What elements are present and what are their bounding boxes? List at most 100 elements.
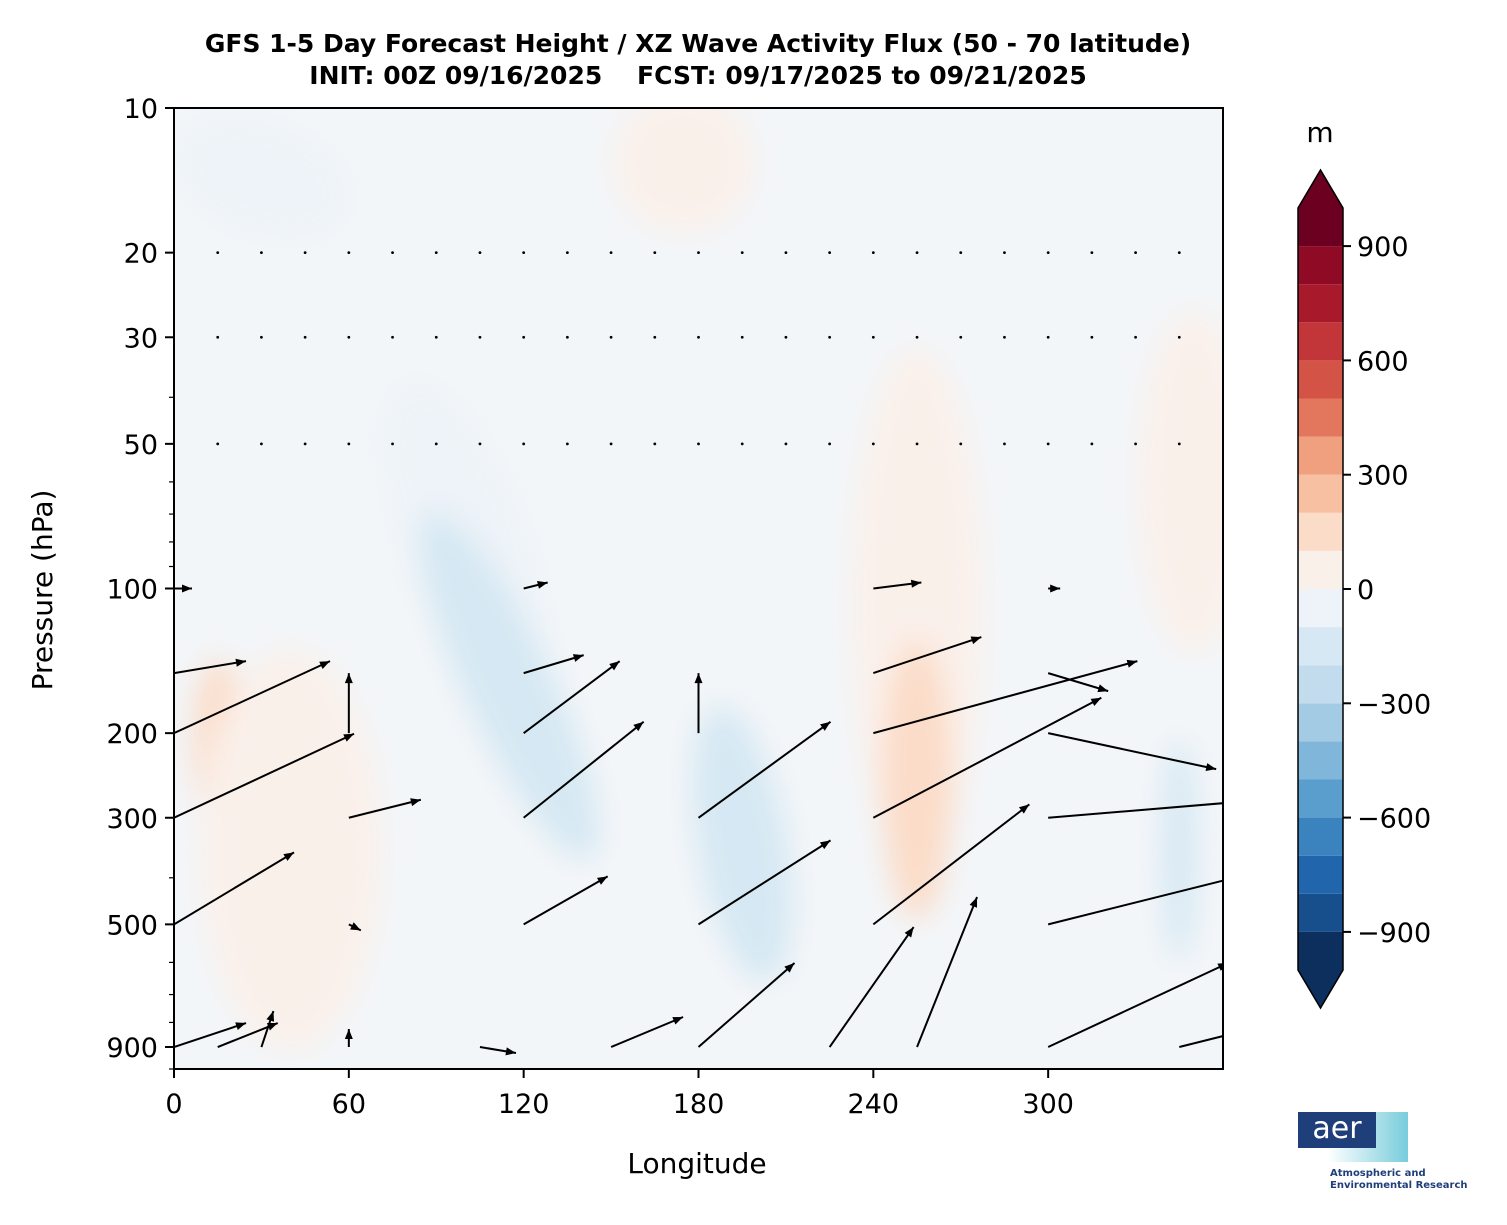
y-tick-label: 20 [124, 239, 158, 270]
flux-dot [740, 442, 744, 446]
positive-anomaly-east [1138, 311, 1223, 652]
flux-dot [959, 335, 963, 339]
flux-dot [434, 251, 438, 255]
y-tick-label: 30 [124, 323, 158, 354]
x-axis: 0 60 120 180 240 300 [165, 1069, 1074, 1120]
colorbar-segment [1298, 398, 1343, 437]
positive-anomaly-core [882, 639, 953, 920]
flux-arrow-shaft [916, 896, 978, 1048]
aer-logo: aer Atmospheric and Environmental Resear… [1298, 1112, 1483, 1197]
flux-arrow-head [235, 1022, 246, 1030]
colorbar-segment [1298, 931, 1343, 970]
flux-arrow-shaft [174, 1022, 247, 1048]
colorbar-tick-label: −600 [1357, 804, 1431, 835]
flux-arrow-shaft [697, 720, 832, 819]
flux-dot [915, 251, 919, 255]
positive-anomaly-lower-west [200, 649, 381, 1050]
flux-arrow-shaft [873, 660, 1138, 735]
flux-dot [391, 251, 394, 255]
flux-dot [959, 251, 963, 255]
flux-dot [434, 442, 438, 446]
positive-anomaly-top [613, 108, 754, 233]
y-tick-label: 900 [106, 1033, 158, 1064]
flux-dot [522, 335, 526, 339]
flux-dot [565, 442, 569, 446]
colorbar-tick-label: −300 [1357, 689, 1431, 720]
logo-caption-line1: Atmospheric and [1330, 1168, 1426, 1179]
x-axis-label: Longitude [627, 1147, 766, 1180]
flux-arrow-head [633, 721, 644, 732]
flux-dot [347, 251, 351, 255]
flux-arrow-shaft [174, 660, 331, 735]
flux-dot [915, 442, 919, 446]
flux-arrow-head [1241, 1028, 1252, 1036]
flux-dot [871, 442, 875, 446]
flux-dot [565, 251, 569, 255]
flux-dot [216, 335, 220, 339]
flux-arrow-head [1277, 863, 1288, 871]
x-tick-label: 60 [332, 1089, 366, 1120]
colorbar-segment [1298, 893, 1343, 932]
flux-arrow-shaft [828, 926, 915, 1048]
flux-arrow-head [1090, 697, 1102, 706]
flux-dot [1090, 442, 1094, 446]
colorbar-segment [1298, 474, 1343, 513]
flux-arrow-shaft [1047, 879, 1223, 926]
flux-arrow-head [784, 963, 795, 973]
flux-dot [1003, 251, 1006, 255]
colorbar-segment [1298, 512, 1343, 551]
flux-arrow-shaft [1048, 802, 1223, 819]
colorbar-tick-label: 600 [1357, 346, 1409, 377]
flux-dot [697, 335, 700, 339]
y-tick-label: 300 [106, 804, 158, 835]
flux-dot [260, 251, 263, 255]
flux-dot [303, 251, 307, 255]
flux-arrow-shaft [697, 962, 796, 1048]
flux-dot [1134, 251, 1137, 255]
flux-arrow-shaft [873, 636, 982, 675]
colorbar-segment [1298, 550, 1343, 589]
y-tick-label: 10 [124, 94, 158, 125]
flux-dot [697, 251, 700, 255]
flux-dot [784, 335, 788, 339]
colorbar-segment [1298, 246, 1343, 285]
flux-arrow-head [819, 840, 831, 850]
negative-anomaly-top [174, 118, 349, 239]
flux-dot [959, 442, 963, 446]
logo-caption-line2: Environmental Research [1330, 1180, 1468, 1191]
colorbar-unit-label: m [1306, 116, 1333, 149]
flux-arrow-head [410, 798, 421, 807]
flux-dot [609, 251, 613, 255]
flux-arrow-shaft [872, 803, 1030, 926]
flux-dot [1046, 335, 1050, 339]
colorbar-segment [1298, 436, 1343, 475]
flux-dot [653, 251, 657, 255]
flux-dot [303, 335, 307, 339]
flux-arrow-head [344, 673, 353, 684]
flux-dot [478, 335, 482, 339]
flux-arrow-shaft [1047, 672, 1109, 693]
flux-dot [1177, 442, 1181, 446]
flux-arrow-head [969, 897, 978, 908]
flux-dot [828, 442, 832, 446]
flux-dot [653, 442, 657, 446]
colorbar-tick-label: 900 [1357, 232, 1409, 263]
logo-wordmark: aer [1298, 1112, 1376, 1148]
y-tick-label: 200 [106, 719, 158, 750]
colorbar-tick-label: 0 [1357, 575, 1374, 606]
flux-arrow-shaft [697, 839, 832, 926]
colorbar-segment [1298, 779, 1343, 818]
flux-arrow-head [572, 654, 584, 662]
flux-arrow-head [505, 1047, 516, 1056]
flux-dot [1046, 251, 1050, 255]
colorbar-segment [1298, 817, 1343, 856]
colorbar-extend-min [1298, 970, 1343, 1008]
flux-dot [1177, 335, 1181, 339]
flux-arrow-head [609, 661, 620, 671]
flux-arrow-shaft [348, 798, 422, 819]
flux-dot [522, 251, 526, 255]
x-tick-label: 300 [1022, 1089, 1074, 1120]
flux-arrow-head [266, 1011, 275, 1022]
flux-arrow-shaft [174, 660, 247, 675]
flux-dot [216, 442, 220, 446]
